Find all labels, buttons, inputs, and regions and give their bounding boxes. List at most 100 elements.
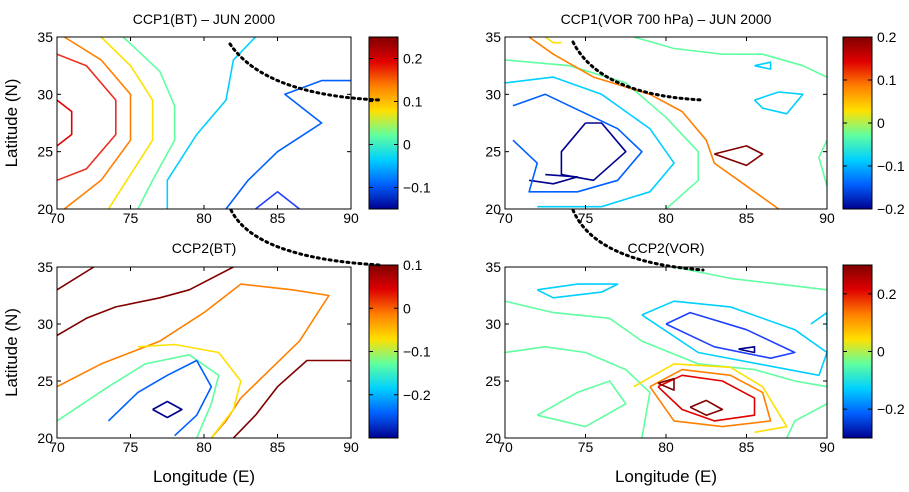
contour-line bbox=[232, 359, 351, 438]
contour-line bbox=[57, 283, 330, 438]
contour-lines bbox=[57, 37, 351, 209]
contour-line bbox=[137, 343, 242, 438]
contour-line bbox=[665, 311, 796, 360]
contour-line bbox=[107, 359, 213, 437]
contour-line bbox=[754, 61, 772, 70]
contour-line bbox=[633, 37, 827, 78]
colorbar bbox=[842, 264, 873, 439]
colorbar-tick-label: 0 bbox=[877, 344, 885, 360]
colorbar-tick-label: −0.1 bbox=[877, 158, 905, 174]
contour-line bbox=[657, 374, 756, 422]
contour-line bbox=[536, 380, 627, 428]
chart-title: CCP1(VOR 700 hPa) – JUN 2000 bbox=[561, 11, 772, 27]
contour-line bbox=[57, 267, 234, 337]
contour-line bbox=[657, 377, 675, 391]
colorbar-tick-label: 0.2 bbox=[403, 51, 423, 67]
y-axis-label: Latitude (N) bbox=[2, 79, 21, 168]
contour-line bbox=[225, 79, 351, 209]
colorbar bbox=[842, 36, 873, 210]
y-tick-label: 20 bbox=[37, 430, 53, 446]
contour-line bbox=[633, 363, 788, 434]
colorbar-tick-label: 0 bbox=[403, 137, 411, 153]
x-tick-label: 85 bbox=[739, 439, 755, 455]
x-tick-label: 85 bbox=[739, 210, 755, 226]
contour-line bbox=[560, 122, 627, 182]
contour-line bbox=[505, 59, 700, 209]
x-tick-label: 80 bbox=[658, 439, 674, 455]
colorbar-tick-label: 0.1 bbox=[403, 257, 423, 273]
contour-line bbox=[689, 399, 724, 417]
y-axis-label: Latitude (N) bbox=[2, 308, 21, 397]
contour-line bbox=[810, 311, 827, 330]
plot-frame bbox=[56, 36, 352, 210]
contour-line bbox=[528, 37, 780, 209]
contour-lines bbox=[505, 267, 827, 438]
contour-line bbox=[57, 53, 117, 182]
colorbar-tick-label: 0 bbox=[877, 115, 885, 131]
x-tick-label: 90 bbox=[819, 210, 835, 226]
contour-line bbox=[786, 403, 827, 438]
contour-line bbox=[255, 191, 300, 209]
contour-line bbox=[505, 76, 675, 208]
x-tick-label: 80 bbox=[658, 210, 674, 226]
colorbar-tick-label: 0.1 bbox=[403, 94, 423, 110]
y-tick-label: 35 bbox=[485, 29, 501, 45]
panel-ccp2-bt: CCP2(BT) Latitude (N) Longitude (E) 70 7… bbox=[2, 240, 431, 486]
contour-line bbox=[753, 91, 804, 115]
x-axis-label: Longitude (E) bbox=[615, 467, 717, 486]
dotted-connector bbox=[571, 40, 705, 102]
contour-line bbox=[673, 267, 827, 291]
contour-line bbox=[544, 37, 562, 44]
chart-title: CCP2(VOR) bbox=[627, 240, 704, 256]
dotted-connector bbox=[229, 208, 382, 267]
colorbar-tick-label: −0.1 bbox=[403, 344, 431, 360]
chart-title: CCP2(BT) bbox=[172, 240, 237, 256]
colorbar-tick-label: −0.1 bbox=[403, 180, 431, 196]
panel-ccp1-vor: CCP1(VOR 700 hPa) – JUN 2000 70 75 80 85… bbox=[485, 11, 904, 226]
y-tick-label: 25 bbox=[37, 144, 53, 160]
contour-line bbox=[57, 353, 220, 438]
x-tick-label: 90 bbox=[819, 439, 835, 455]
x-tick-label: 70 bbox=[49, 210, 65, 226]
x-tick-label: 75 bbox=[123, 210, 139, 226]
x-tick-label: 75 bbox=[123, 439, 139, 455]
x-tick-label: 70 bbox=[49, 439, 65, 455]
x-tick-label: 75 bbox=[578, 439, 594, 455]
y-tick-label: 35 bbox=[37, 29, 53, 45]
dotted-connector bbox=[228, 42, 382, 102]
colorbar-tick-label: −0.2 bbox=[877, 201, 905, 217]
y-tick-label: 25 bbox=[37, 373, 53, 389]
contour-lines bbox=[57, 267, 351, 438]
contour-line bbox=[649, 368, 772, 428]
contour-line bbox=[152, 400, 183, 419]
y-tick-label: 25 bbox=[485, 144, 501, 160]
contour-line bbox=[122, 37, 176, 209]
contour-line bbox=[512, 93, 643, 193]
contour-line bbox=[738, 345, 756, 354]
y-tick-label: 35 bbox=[485, 259, 501, 275]
contour-lines bbox=[505, 37, 827, 209]
panel-ccp1-bt: CCP1(BT) – JUN 2000 Latitude (N) 70 75 8… bbox=[2, 11, 431, 226]
contour-line bbox=[528, 173, 579, 185]
y-tick-label: 20 bbox=[485, 201, 501, 217]
panel-ccp2-vor: CCP2(VOR) Longitude (E) 70 75 80 85 90 2… bbox=[485, 240, 904, 486]
contour-line bbox=[505, 345, 651, 438]
colorbar-tick-label: −0.2 bbox=[877, 401, 905, 417]
x-axis-label: Longitude (E) bbox=[153, 467, 255, 486]
y-tick-label: 30 bbox=[485, 86, 501, 102]
x-tick-label: 70 bbox=[497, 210, 513, 226]
contour-line bbox=[536, 283, 619, 299]
colorbar bbox=[368, 264, 399, 439]
contour-line bbox=[57, 99, 73, 147]
x-tick-label: 90 bbox=[343, 210, 359, 226]
contour-line bbox=[166, 37, 257, 209]
contour-line bbox=[57, 267, 95, 291]
y-tick-label: 30 bbox=[37, 86, 53, 102]
colorbar bbox=[368, 36, 399, 210]
y-tick-label: 30 bbox=[485, 316, 501, 332]
x-tick-label: 80 bbox=[196, 210, 212, 226]
y-tick-label: 35 bbox=[37, 259, 53, 275]
colorbar-tick-label: 0.1 bbox=[877, 72, 897, 88]
x-tick-label: 80 bbox=[196, 439, 212, 455]
contour-line bbox=[641, 300, 827, 377]
